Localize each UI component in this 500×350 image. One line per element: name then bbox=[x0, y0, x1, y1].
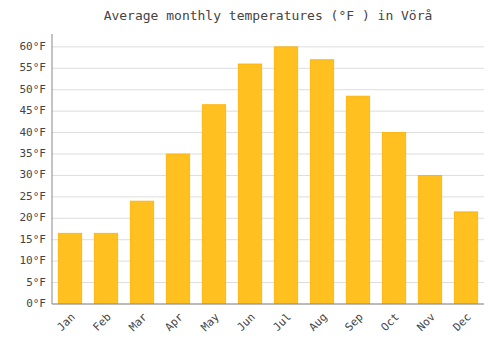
y-tick-label: 30°F bbox=[20, 168, 47, 181]
x-tick-label: Apr bbox=[163, 310, 187, 334]
x-tick-label: Aug bbox=[307, 311, 330, 334]
bar bbox=[58, 233, 81, 304]
x-tick-label: Jan bbox=[55, 311, 78, 334]
grid-line bbox=[52, 132, 484, 133]
bar bbox=[130, 201, 153, 304]
y-tick-label: 55°F bbox=[20, 61, 47, 74]
bar bbox=[310, 60, 333, 304]
y-tick-label: 40°F bbox=[20, 126, 47, 139]
grid-line bbox=[52, 89, 484, 90]
bars bbox=[58, 47, 477, 304]
x-tick-label: Mar bbox=[127, 310, 151, 334]
grid-line bbox=[52, 111, 484, 112]
y-tick-label: 15°F bbox=[20, 233, 47, 246]
x-tick-label: May bbox=[199, 310, 223, 334]
y-tick-label: 60°F bbox=[20, 40, 47, 53]
x-tick-label: Jul bbox=[271, 311, 294, 334]
chart-container: 0°F 5°F 10°F 15°F 20°F 25°F 30°F 35°F 40°F 45°F 50… bbox=[0, 0, 500, 350]
y-tick-label: 0°F bbox=[26, 297, 46, 310]
grid-line bbox=[52, 68, 484, 69]
x-tick-label: Feb bbox=[91, 311, 114, 334]
bar bbox=[238, 64, 261, 304]
y-tick-label: 35°F bbox=[20, 147, 47, 160]
chart-title: Average monthly temperatures (°F ) in Vö… bbox=[104, 8, 433, 23]
y-axis-line bbox=[52, 34, 53, 304]
grid-line bbox=[52, 46, 484, 47]
x-tick-label: Sep bbox=[343, 311, 366, 334]
bar bbox=[166, 154, 189, 304]
grid-line bbox=[52, 304, 484, 305]
chart-svg: 0°F 5°F 10°F 15°F 20°F 25°F 30°F 35°F 40°F 45°F 50… bbox=[0, 0, 500, 350]
y-tick-label: 20°F bbox=[20, 211, 47, 224]
y-grid bbox=[52, 47, 484, 304]
y-tick-label: 45°F bbox=[20, 104, 47, 117]
x-tick-label: Jun bbox=[235, 311, 258, 334]
bar bbox=[382, 133, 405, 304]
x-axis-line bbox=[52, 304, 484, 305]
y-tick-label: 50°F bbox=[20, 83, 47, 96]
bar bbox=[274, 47, 297, 304]
y-tick-label: 5°F bbox=[26, 276, 46, 289]
x-tick-label: Nov bbox=[415, 310, 439, 334]
bar bbox=[94, 233, 117, 304]
y-tick-label: 25°F bbox=[20, 190, 47, 203]
x-tick-label: Dec bbox=[451, 311, 474, 334]
bar bbox=[454, 212, 477, 304]
bar bbox=[202, 105, 225, 304]
grid-line bbox=[52, 154, 484, 155]
y-tick-label: 10°F bbox=[20, 254, 47, 267]
x-tick-label: Oct bbox=[379, 311, 402, 334]
bar bbox=[346, 96, 369, 304]
bar bbox=[418, 175, 441, 304]
